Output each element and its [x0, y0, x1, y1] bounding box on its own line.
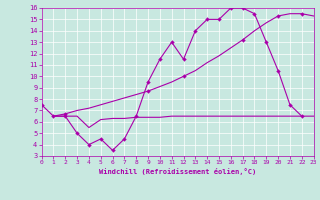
X-axis label: Windchill (Refroidissement éolien,°C): Windchill (Refroidissement éolien,°C)	[99, 168, 256, 175]
